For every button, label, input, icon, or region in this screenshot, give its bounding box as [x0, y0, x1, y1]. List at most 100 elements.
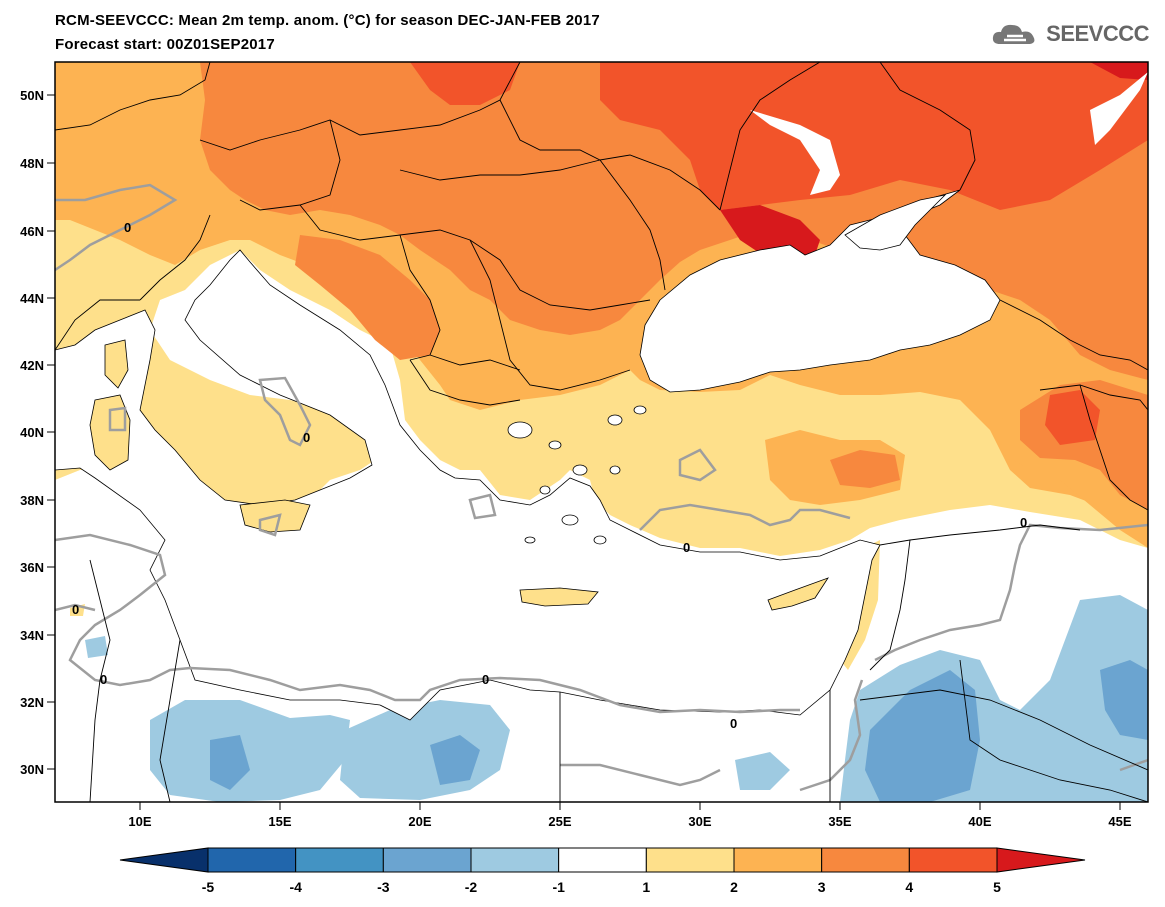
- colorbar-box: [207, 847, 297, 873]
- colorbar-label: -5: [202, 879, 215, 895]
- lat-tick-50N: 50N: [20, 88, 55, 103]
- anomaly-region-4to5-ukraine: [600, 62, 1148, 210]
- anomaly-region-minus1to2-egypt: [735, 752, 790, 790]
- anomaly-region-3to4-balkans: [295, 235, 440, 360]
- crete: [519, 587, 599, 607]
- anomaly-region-minus2to3-arabia: [865, 670, 980, 802]
- lat-tick-42N: 42N: [20, 358, 55, 373]
- lon-label: 40E: [968, 814, 991, 829]
- lon-tick-40E: 40E: [968, 802, 992, 829]
- seevccc-logo: SEEVCCC: [990, 20, 1149, 48]
- dnieper-reservoir: [750, 110, 840, 195]
- contour-label: 0: [1020, 515, 1027, 530]
- lat-label: 34N: [20, 628, 44, 643]
- contour-label: 0: [303, 430, 310, 445]
- colorbar-label: 5: [993, 879, 1001, 895]
- logo-text: SEEVCCC: [1046, 21, 1149, 46]
- contour-label: 0: [124, 220, 131, 235]
- lon-tick-35E: 35E: [828, 802, 852, 829]
- anomaly-region-4to5-poland: [410, 62, 520, 105]
- zero-contours: [55, 183, 1148, 792]
- lat-tick-34N: 34N: [20, 628, 55, 643]
- lon-label: 45E: [1108, 814, 1131, 829]
- lat-label: 42N: [20, 358, 44, 373]
- contour-label: 0: [72, 602, 79, 617]
- lat-tick-36N: 36N: [20, 560, 55, 575]
- contour-label: 0: [683, 540, 690, 555]
- corsica: [104, 339, 129, 389]
- colorbar-extend-high: [996, 847, 1086, 873]
- lon-tick-15E: 15E: [268, 802, 292, 829]
- contour-label: 0: [482, 672, 489, 687]
- sea-of-azov: [844, 194, 947, 251]
- anomaly-field: 0 0 0 0 0 0 0 0: [55, 62, 1148, 802]
- anomaly-region-minus2to3-cyrenaica: [430, 735, 480, 785]
- colorbar-box: [470, 847, 560, 873]
- colorbar-label: -2: [465, 879, 478, 895]
- anomaly-region-5plus: [1090, 62, 1148, 80]
- anomaly-region-minus2to3-east: [1100, 660, 1148, 740]
- colorbar-label: -3: [377, 879, 390, 895]
- cyprus: [767, 577, 829, 611]
- lat-tick-38N: 38N: [20, 493, 55, 508]
- colorbar-label: 4: [905, 879, 913, 895]
- anomaly-region-minus2to3-libya: [210, 735, 250, 790]
- lat-label: 36N: [20, 560, 44, 575]
- lat-tick-32N: 32N: [20, 695, 55, 710]
- lat-label: 48N: [20, 156, 44, 171]
- map-title: RCM-SEEVCCC: Mean 2m temp. anom. (°C) fo…: [55, 12, 600, 29]
- lat-tick-30N: 30N: [20, 762, 55, 777]
- lon-tick-30E: 30E: [688, 802, 712, 829]
- colorbar-box: [295, 847, 384, 873]
- lon-label: 30E: [688, 814, 711, 829]
- colorbar-label: -1: [552, 879, 565, 895]
- lat-label: 32N: [20, 695, 44, 710]
- colorbar-label: 2: [730, 879, 738, 895]
- lon-tick-20E: 20E: [408, 802, 432, 829]
- lon-label: 20E: [408, 814, 431, 829]
- contour-label: 0: [100, 672, 107, 687]
- black-sea: [639, 189, 1001, 393]
- lon-label: 10E: [128, 814, 151, 829]
- longitude-axis: 10E 15E 20E 25E 30E 35E 40E 45E: [128, 802, 1132, 829]
- lon-tick-45E: 45E: [1108, 802, 1132, 829]
- sardinia: [89, 394, 131, 471]
- lat-label: 44N: [20, 291, 44, 306]
- forecast-start: Forecast start: 00Z01SEP2017: [55, 36, 275, 53]
- lat-label: 40N: [20, 425, 44, 440]
- colorbar-extend-low: [119, 847, 209, 873]
- lat-label: 30N: [20, 762, 44, 777]
- country-borders: [55, 62, 1148, 802]
- contour-label: 0: [730, 716, 737, 731]
- colorbar-box: [558, 847, 647, 873]
- lat-tick-40N: 40N: [20, 425, 55, 440]
- lat-label: 38N: [20, 493, 44, 508]
- colorbar-label: 1: [642, 879, 650, 895]
- anomaly-region-minus1to2-tunisia: [85, 636, 108, 658]
- volga-inlet: [1090, 72, 1148, 145]
- colorbar: -5 -4 -3 -2 -1 1 2 3 4 5: [119, 847, 1086, 895]
- lon-label: 25E: [548, 814, 571, 829]
- lon-label: 15E: [268, 814, 291, 829]
- colorbar-box: [733, 847, 823, 873]
- lon-tick-25E: 25E: [548, 802, 572, 829]
- anomaly-region-4to5-armenia: [1045, 390, 1100, 445]
- colorbar-box: [382, 847, 472, 873]
- cloud-icon: [993, 24, 1035, 44]
- lon-label: 35E: [828, 814, 851, 829]
- lat-label: 46N: [20, 224, 44, 239]
- lat-tick-46N: 46N: [20, 224, 55, 239]
- colorbar-label: -4: [289, 879, 302, 895]
- lat-tick-44N: 44N: [20, 291, 55, 306]
- lat-tick-48N: 48N: [20, 156, 55, 171]
- colorbar-label: 3: [818, 879, 826, 895]
- lat-label: 50N: [20, 88, 44, 103]
- colorbar-box: [821, 847, 910, 873]
- latitude-axis: 50N 48N 46N 44N 42N 40N 38N 36N 34N 32N …: [20, 88, 55, 777]
- contour-labels: 0 0 0 0 0 0 0 0: [72, 220, 1027, 731]
- aegean-islands: [507, 405, 647, 545]
- lon-tick-10E: 10E: [128, 802, 152, 829]
- anomaly-region-minus1to2-libya: [150, 700, 350, 802]
- anomaly-region-3to4-turkey: [830, 450, 900, 488]
